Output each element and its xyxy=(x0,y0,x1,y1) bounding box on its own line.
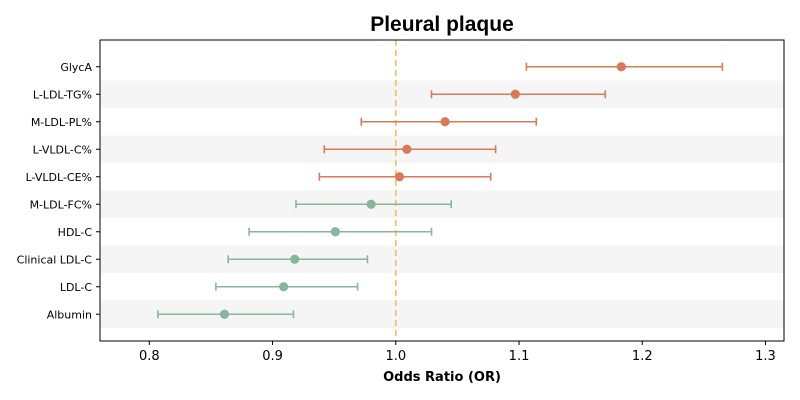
y-tick-label: L-LDL-TG% xyxy=(33,88,92,101)
points xyxy=(219,62,626,319)
y-tick-label: M-LDL-FC% xyxy=(30,198,92,211)
data-point xyxy=(290,254,300,264)
y-tick-label: Albumin xyxy=(47,308,92,321)
data-point xyxy=(366,199,376,209)
x-tick-label: 1.1 xyxy=(509,349,530,364)
data-point xyxy=(402,144,412,154)
data-point xyxy=(510,89,520,99)
y-tick-label: LDL-C xyxy=(60,281,93,294)
x-tick-label: 1.2 xyxy=(632,349,653,364)
y-tick-label: M-LDL-PL% xyxy=(31,116,92,129)
x-tick-label: 0.8 xyxy=(139,349,160,364)
y-tick-label: GlycA xyxy=(60,61,92,74)
y-axis: GlycA L-LDL-TG% M-LDL-PL% L-VLDL-C% L-VLDL-C… xyxy=(17,61,100,321)
data-point xyxy=(394,172,405,182)
plot-frame xyxy=(99,39,785,342)
row-band xyxy=(100,245,784,273)
chart-title: Pleural plaque xyxy=(370,13,514,36)
data-point xyxy=(279,282,289,292)
y-tick-label: HDL-C xyxy=(58,226,93,239)
data-point xyxy=(330,227,340,237)
x-axis-label: Odds Ratio (OR) xyxy=(383,370,501,385)
data-point xyxy=(440,117,450,127)
x-tick-label: 1.0 xyxy=(385,349,406,364)
x-tick-label: 0.9 xyxy=(262,349,283,364)
y-tick-label: L-VLDL-CE% xyxy=(26,171,92,184)
y-tick-label: Clinical LDL-C xyxy=(17,253,93,266)
x-axis: 0.8 0.9 1.0 1.1 1.2 1.3 xyxy=(139,341,776,364)
data-point xyxy=(616,62,626,72)
y-tick-label: L-VLDL-C% xyxy=(33,143,92,156)
x-tick-label: 1.3 xyxy=(755,349,776,364)
data-point xyxy=(219,309,230,319)
